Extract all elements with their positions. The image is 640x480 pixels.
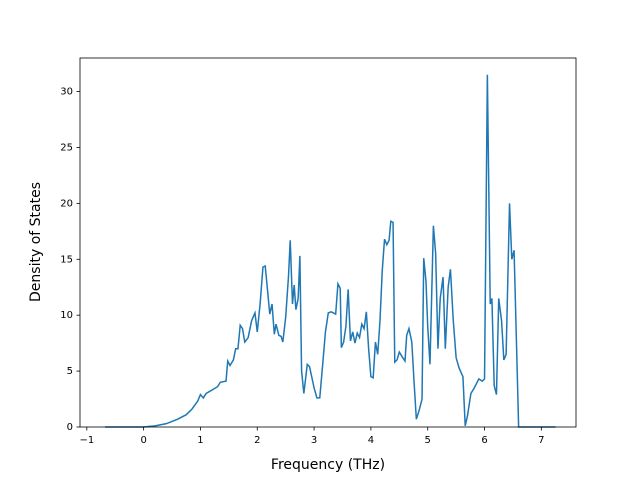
x-tick-label: 4 — [368, 435, 374, 446]
y-tick-label: 30 — [60, 87, 73, 98]
y-tick-label: 15 — [60, 254, 73, 265]
x-tick-label: 7 — [538, 435, 544, 446]
y-tick-label: 25 — [60, 142, 73, 153]
x-tick-label: 0 — [140, 435, 146, 446]
y-tick-label: 10 — [60, 310, 73, 321]
data-line — [105, 74, 556, 428]
y-tick-label: 5 — [67, 366, 73, 377]
x-tick-label: 1 — [197, 435, 203, 446]
plot-frame — [79, 57, 577, 428]
y-tick-label: 20 — [60, 198, 73, 209]
x-tick-label: −1 — [79, 435, 94, 446]
x-tick-label: 3 — [311, 435, 317, 446]
y-axis-label: Density of States — [28, 182, 44, 302]
x-tick-label: 2 — [254, 435, 260, 446]
x-axis-label: Frequency (THz) — [271, 457, 385, 473]
x-tick-label: 5 — [425, 435, 431, 446]
x-tick-label: 6 — [481, 435, 487, 446]
y-tick-label: 0 — [67, 422, 73, 433]
